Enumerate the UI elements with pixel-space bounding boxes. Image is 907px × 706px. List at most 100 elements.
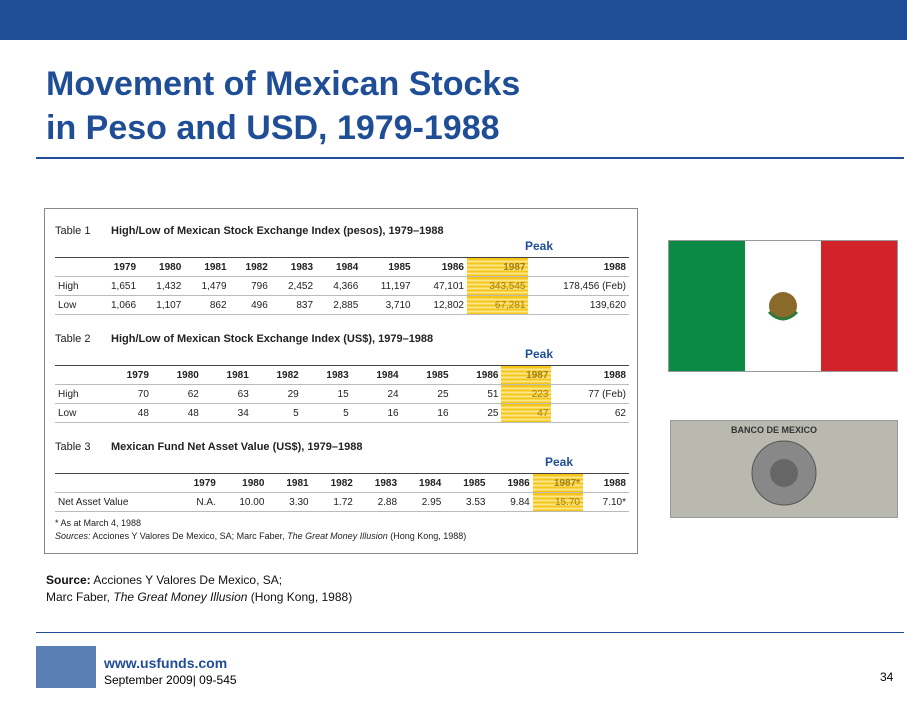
cell: 1,066: [93, 295, 140, 315]
source-line-1: Acciones Y Valores De Mexico, SA;: [93, 573, 283, 587]
year-header: 1985: [401, 365, 452, 385]
year-header: 1983: [270, 257, 317, 277]
cell: 862: [184, 295, 230, 315]
cell: 2,885: [316, 295, 362, 315]
slide-title: Movement of Mexican Stocks in Peso and U…: [46, 62, 520, 150]
cell: 62: [551, 403, 629, 423]
cell: 24: [351, 384, 402, 404]
year-header: 1981: [184, 257, 230, 277]
cell: 139,620: [528, 295, 629, 315]
year-header: 1985: [444, 473, 489, 493]
cell: 15.70: [532, 492, 583, 512]
cell: 1.72: [311, 492, 356, 512]
sources-text: Acciones Y Valores De Mexico, SA; Marc F…: [92, 531, 285, 541]
cell: 15: [301, 384, 352, 404]
cell: 7.10*: [583, 492, 629, 512]
cell: 4,366: [316, 276, 362, 296]
title-divider: [36, 157, 904, 159]
peak-label: Peak: [525, 347, 554, 361]
cell: 2,452: [270, 276, 317, 296]
aztec-calendar-icon: [751, 440, 817, 506]
year-header: 1980: [139, 257, 185, 277]
header-row: 1979 1980 1981 1982 1983 1984 1985 1986 1987 1988: [55, 257, 629, 277]
year-header: 1986: [451, 365, 502, 385]
title-line-1: Movement of Mexican Stocks: [46, 65, 521, 103]
cell: 837: [270, 295, 317, 315]
cell: 12,802: [413, 295, 467, 315]
cell: 5: [251, 403, 302, 423]
banknote-text: BANCO DE MEXICO: [731, 425, 818, 435]
year-header: 1986: [488, 473, 533, 493]
table-title: High/Low of Mexican Stock Exchange Index…: [111, 225, 444, 237]
cell: 2.95: [400, 492, 445, 512]
tables-image: Table 1 High/Low of Mexican Stock Exchang…: [44, 208, 638, 554]
year-header: 1983: [301, 365, 352, 385]
cell: 62: [151, 384, 202, 404]
year-header: 1987: [466, 257, 529, 277]
cell: 16: [401, 403, 452, 423]
year-header: 1987: [501, 365, 552, 385]
peak-label: Peak: [545, 455, 574, 469]
source-label: Source:: [46, 573, 91, 587]
cell: 496: [229, 295, 271, 315]
cell: 223: [501, 384, 552, 404]
year-header: 1987*: [532, 473, 583, 493]
year-header: 1979: [93, 257, 140, 277]
table-row: High 1,651 1,432 1,479 796 2,452 4,366 11,197 47…: [55, 276, 629, 296]
year-header: 1983: [355, 473, 401, 493]
source-author: Marc Faber,: [46, 590, 111, 604]
title-line-2: in Peso and USD, 1979-1988: [46, 109, 500, 147]
website-link[interactable]: www.usfunds.com: [104, 655, 228, 671]
cell: 67,281: [466, 295, 529, 315]
cell: 10.00: [218, 492, 268, 512]
row-label-header: [55, 473, 175, 493]
sources-label: Sources:: [55, 531, 91, 541]
data-table: 1979 1980 1981 1982 1983 1984 1985 1986 1987 1988…: [55, 257, 629, 315]
cell: 51: [451, 384, 502, 404]
year-header: 1986: [413, 257, 467, 277]
year-header: 1988: [583, 473, 629, 493]
cell: 48: [101, 403, 152, 423]
sources-book: The Great Money Illusion: [287, 531, 388, 541]
table-title: High/Low of Mexican Stock Exchange Index…: [111, 333, 434, 345]
year-header: 1984: [400, 473, 445, 493]
year-header: 1980: [218, 473, 268, 493]
cell: 3.30: [267, 492, 312, 512]
source-citation: Source: Acciones Y Valores De Mexico, SA…: [46, 572, 352, 606]
table-row: Low 48 48 34 5 5 16 16 25 47 62: [55, 403, 629, 423]
cell: 63: [201, 384, 252, 404]
cell: 1,651: [93, 276, 140, 296]
cell: 29: [251, 384, 302, 404]
cell: 796: [229, 276, 271, 296]
cell: 16: [351, 403, 402, 423]
cell: 3.53: [444, 492, 489, 512]
year-header: 1982: [311, 473, 356, 493]
cell: 47,101: [413, 276, 467, 296]
table-number: Table 3: [55, 441, 91, 453]
company-logo: [36, 646, 96, 688]
table-row: High 70 62 63 29 15 24 25 51 223 77 (Feb): [55, 384, 629, 404]
peak-label: Peak: [525, 239, 554, 253]
cell: 70: [101, 384, 152, 404]
cell: 77 (Feb): [551, 384, 629, 404]
table-1: Table 1 High/Low of Mexican Stock Exchang…: [55, 225, 629, 315]
year-header: 1988: [551, 365, 629, 385]
year-header: 1985: [361, 257, 414, 277]
year-header: 1982: [251, 365, 302, 385]
cell: 2.88: [355, 492, 401, 512]
data-table: 1979 1980 1981 1982 1983 1984 1985 1986 1987 1988…: [55, 365, 629, 423]
source-book: The Great Money Illusion: [113, 590, 248, 604]
row-label: High: [55, 276, 94, 296]
footnote: * As at March 4, 1988: [55, 518, 142, 528]
year-header: 1980: [151, 365, 202, 385]
cell: 178,456 (Feb): [528, 276, 629, 296]
data-table: 1979 1980 1981 1982 1983 1984 1985 1986 1987* 198…: [55, 473, 629, 512]
year-header: 1979: [101, 365, 152, 385]
row-label-header: [55, 365, 102, 385]
table-3: Table 3 Mexican Fund Net Asset Value (US$…: [55, 441, 629, 512]
peso-banknote-image: BANCO DE MEXICO: [670, 420, 898, 518]
sources-text-2: (Hong Kong, 1988): [390, 531, 467, 541]
row-label-header: [55, 257, 94, 277]
cell: 47: [501, 403, 552, 423]
source-place: (Hong Kong, 1988): [250, 590, 353, 604]
